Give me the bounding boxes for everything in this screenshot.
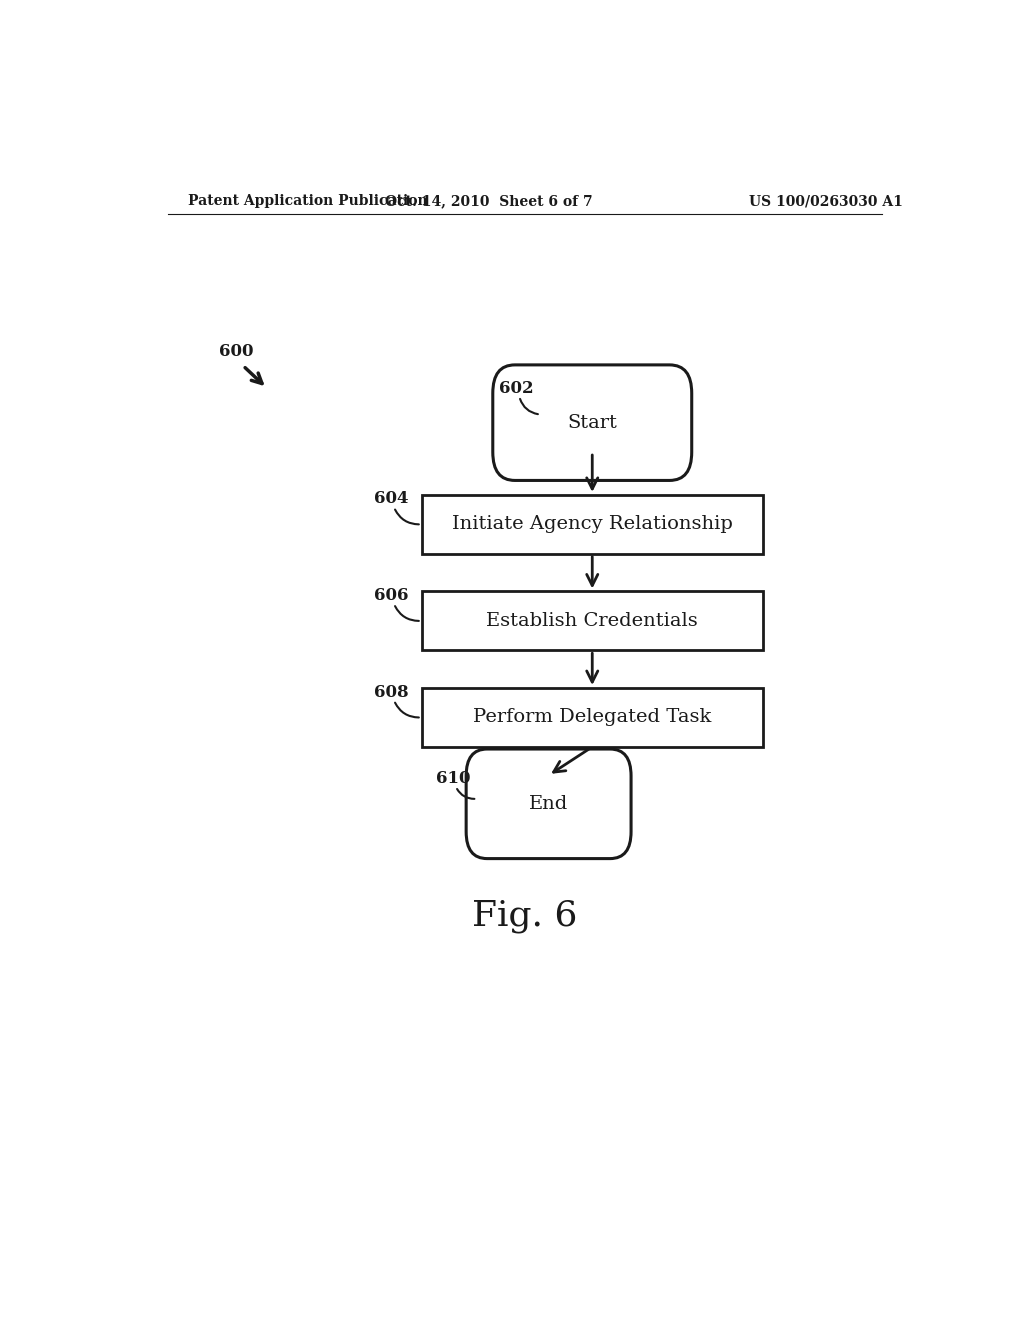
FancyBboxPatch shape: [493, 364, 692, 480]
Text: Establish Credentials: Establish Credentials: [486, 612, 698, 630]
Text: 604: 604: [374, 491, 409, 507]
Text: Start: Start: [567, 413, 617, 432]
Text: US 100/0263030 A1: US 100/0263030 A1: [750, 194, 903, 209]
Text: 608: 608: [374, 684, 409, 701]
Text: 602: 602: [500, 380, 535, 396]
Text: Oct. 14, 2010  Sheet 6 of 7: Oct. 14, 2010 Sheet 6 of 7: [385, 194, 593, 209]
Bar: [422, 688, 763, 747]
Text: Patent Application Publication: Patent Application Publication: [187, 194, 427, 209]
Text: 600: 600: [219, 343, 254, 360]
Text: 606: 606: [374, 587, 409, 605]
Text: Initiate Agency Relationship: Initiate Agency Relationship: [452, 515, 733, 533]
Bar: [422, 591, 763, 651]
Text: 610: 610: [436, 770, 470, 787]
Text: Perform Delegated Task: Perform Delegated Task: [473, 709, 712, 726]
Bar: [422, 495, 763, 554]
FancyBboxPatch shape: [466, 748, 631, 858]
Text: End: End: [529, 795, 568, 813]
Text: Fig. 6: Fig. 6: [472, 899, 578, 933]
